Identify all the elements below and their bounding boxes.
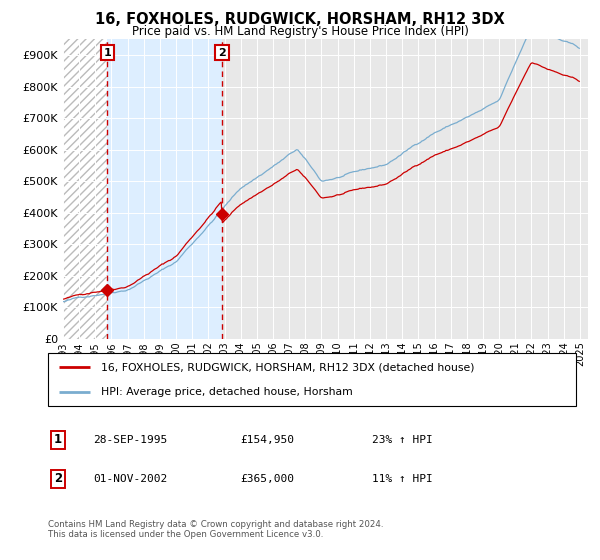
FancyBboxPatch shape (48, 353, 576, 406)
Text: Price paid vs. HM Land Registry's House Price Index (HPI): Price paid vs. HM Land Registry's House … (131, 25, 469, 38)
Text: 1: 1 (54, 433, 62, 446)
Text: 1: 1 (104, 48, 111, 58)
Text: HPI: Average price, detached house, Horsham: HPI: Average price, detached house, Hors… (101, 386, 353, 396)
Text: £154,950: £154,950 (240, 435, 294, 445)
Text: 2: 2 (54, 472, 62, 486)
Text: 01-NOV-2002: 01-NOV-2002 (93, 474, 167, 484)
Text: Contains HM Land Registry data © Crown copyright and database right 2024.
This d: Contains HM Land Registry data © Crown c… (48, 520, 383, 539)
Text: 23% ↑ HPI: 23% ↑ HPI (372, 435, 433, 445)
Text: £365,000: £365,000 (240, 474, 294, 484)
Text: 11% ↑ HPI: 11% ↑ HPI (372, 474, 433, 484)
Text: 2: 2 (218, 48, 226, 58)
Text: 16, FOXHOLES, RUDGWICK, HORSHAM, RH12 3DX (detached house): 16, FOXHOLES, RUDGWICK, HORSHAM, RH12 3D… (101, 362, 475, 372)
Text: 28-SEP-1995: 28-SEP-1995 (93, 435, 167, 445)
Text: 16, FOXHOLES, RUDGWICK, HORSHAM, RH12 3DX: 16, FOXHOLES, RUDGWICK, HORSHAM, RH12 3D… (95, 12, 505, 27)
